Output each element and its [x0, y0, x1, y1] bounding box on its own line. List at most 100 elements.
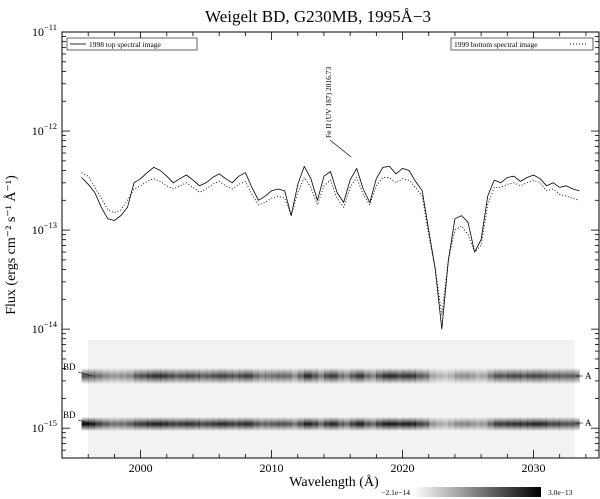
spectral-strip-segment: [500, 368, 508, 384]
spectral-strip-segment: [271, 368, 279, 384]
spectral-strip-segment: [317, 368, 325, 384]
spectral-strip-segment: [297, 417, 305, 431]
spectral-strip-segment: [107, 417, 115, 431]
spectral-strip-segment: [474, 417, 482, 431]
y-tick-label: 10−15: [32, 418, 57, 435]
x-axis-label: Wavelength (Å): [289, 474, 379, 490]
spectral-strip-segment: [376, 368, 384, 384]
spectral-strip-segment: [337, 417, 344, 431]
spectral-strip-segment: [389, 368, 397, 384]
spectral-strip-segment: [232, 417, 240, 431]
spectral-strip-segment: [212, 417, 220, 431]
spectral-strip-segment: [199, 368, 207, 384]
spectral-strip-segment: [487, 368, 495, 384]
x-tick-label: 2000: [129, 461, 153, 475]
spectral-strip-segment: [245, 368, 253, 384]
spectral-strip-segment: [337, 368, 344, 384]
fe-ii-annotation-label: Fe II (UV 187) 2016.73: [324, 66, 333, 138]
spectral-strip-segment: [179, 417, 187, 431]
spectral-strip-segment: [566, 417, 574, 431]
spectral-strip-segment: [166, 368, 174, 384]
spectral-strip-segment: [310, 368, 318, 384]
colorbar: −2.1e−14 3.0e−13: [381, 487, 573, 497]
spectral-strip-segment: [153, 368, 161, 384]
spectral-strip-segment: [199, 417, 207, 431]
a-label-top: A: [585, 371, 592, 381]
y-tick-label: 10−11: [32, 22, 57, 39]
spectral-strip-segment: [572, 417, 580, 431]
spectral-strip-segment: [520, 417, 528, 431]
spectral-strip-segment: [258, 417, 266, 431]
spectral-strip-segment: [278, 417, 285, 431]
spectral-strip-segment: [101, 368, 109, 384]
spectral-strip-segment: [507, 417, 515, 431]
spectral-strip-segment: [278, 368, 285, 384]
spectral-strip-segment: [448, 368, 456, 384]
spectral-strip-segment: [330, 368, 338, 384]
colorbar-max-label: 3.0e−13: [548, 488, 573, 497]
spectral-strip-segment: [140, 417, 148, 431]
spectral-strip-segment: [454, 417, 462, 431]
spectral-strip-segment: [356, 368, 364, 384]
spectral-strip-segment: [513, 417, 521, 431]
spectral-strip-segment: [284, 417, 292, 431]
legend-right-label: 1999 bottom spectral image: [454, 40, 538, 49]
spectral-strip-segment: [206, 368, 213, 384]
x-tick-label: 2010: [260, 461, 284, 475]
spectral-strip-segment: [428, 368, 436, 384]
spectral-strip-segment: [179, 368, 187, 384]
spectral-strip-segment: [317, 417, 325, 431]
spectral-strip-segment: [304, 368, 312, 384]
spectral-strip-segment: [291, 368, 299, 384]
spectral-strip-segment: [310, 417, 318, 431]
spectral-strip-segment: [369, 368, 377, 384]
legend-right-box: [450, 37, 594, 51]
spectral-strip-segment: [186, 417, 194, 431]
y-tick-label: 10−14: [32, 319, 58, 336]
spectral-strip-segment: [369, 417, 377, 431]
legend-left-label: 1998 top spectral image: [89, 40, 162, 49]
spectral-strip-segment: [461, 368, 469, 384]
spectral-strip-segment: [553, 417, 561, 431]
spectral-image-labels: BD BD A A: [63, 362, 592, 428]
spectral-strip-segment: [527, 417, 534, 431]
x-axis-ticks: 2000 2010 2020 2030: [87, 32, 587, 475]
spectral-strip-segment: [330, 417, 338, 431]
spectral-strip-segment: [376, 417, 384, 431]
chart-title: Weigelt BD, G230MB, 1995Å−3: [205, 7, 431, 26]
spectral-strip-segment: [415, 368, 423, 384]
spectral-strip-segment: [140, 368, 148, 384]
spectral-strip-segment: [356, 417, 364, 431]
spectral-strip-segment: [291, 417, 299, 431]
spectral-strip-segment: [454, 368, 462, 384]
spectral-strip-segment: [324, 417, 331, 431]
spectral-strip-segment: [468, 368, 475, 384]
x-tick-label: 2020: [391, 461, 415, 475]
spectral-strip-segment: [474, 368, 482, 384]
spectral-strip-segment: [173, 417, 181, 431]
spectral-strip-segment: [343, 368, 351, 384]
spectral-strip-segment: [422, 417, 430, 431]
spectral-strip-segment: [566, 368, 574, 384]
spectral-strip-segment: [520, 368, 528, 384]
spectral-strip-segment: [553, 368, 561, 384]
spectral-strip-segment: [441, 417, 449, 431]
spectral-strip-segment: [147, 417, 154, 431]
spectral-strip-segment: [160, 417, 168, 431]
bd-leader-top: [77, 371, 93, 377]
spectral-strip-segment: [494, 368, 502, 384]
spectral-strip-segment: [265, 417, 272, 431]
spectral-strip-segment: [435, 417, 443, 431]
spectral-strip-segment: [363, 417, 371, 431]
spectral-strip-segment: [304, 417, 312, 431]
spectral-strip-segment: [415, 417, 423, 431]
series-layer: [81, 166, 580, 330]
spectral-strip-segment: [350, 368, 357, 384]
spectral-strip-segment: [343, 417, 351, 431]
spectral-strip-segment: [533, 417, 541, 431]
legend-right: 1999 bottom spectral image: [450, 37, 594, 51]
spectral-strip-segment: [193, 368, 200, 384]
colorbar-min-label: −2.1e−14: [381, 488, 410, 497]
spectral-strip-segment: [494, 417, 502, 431]
bd-leader-bottom: [77, 419, 93, 425]
